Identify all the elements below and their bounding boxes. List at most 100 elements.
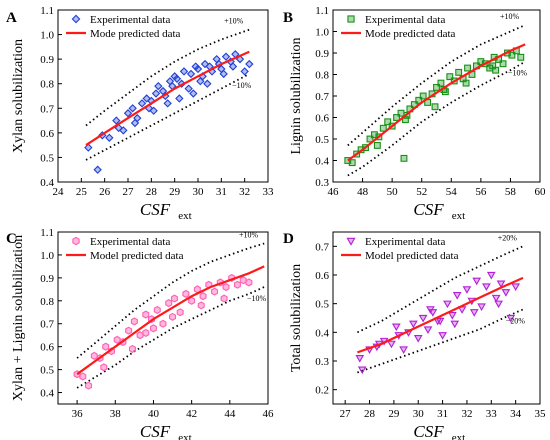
upper-bound-line: [347, 24, 526, 147]
data-point: [102, 342, 110, 351]
data-point: [113, 335, 121, 344]
y-tick-label: 0.9: [315, 48, 329, 60]
y-tick-label: 0.9: [40, 273, 54, 285]
data-point: [435, 317, 445, 326]
x-tick-label: 50: [387, 186, 399, 198]
data-point: [499, 60, 507, 68]
model-fit-line: [357, 276, 524, 354]
data-point: [128, 104, 137, 113]
panel-a: A 24 25 26 27 28 29 30 31 32 33 0.4 0.5 0.6 0.7 0.8 0.9 1…: [6, 5, 274, 222]
x-tick-label: 29: [169, 186, 181, 198]
data-point: [413, 334, 423, 343]
experimental-points: [84, 50, 254, 174]
x-axis-label: CSF: [413, 422, 444, 440]
data-point: [489, 62, 497, 70]
plot-frame: [332, 231, 541, 405]
data-point: [399, 346, 408, 355]
data-point: [464, 64, 471, 72]
upper-bound-line: [85, 28, 250, 127]
x-tick-label: 32: [461, 408, 472, 420]
y-tick-label: 0.8: [315, 70, 329, 82]
plot-frame: [57, 9, 269, 183]
y-tick-label: 1.1: [40, 227, 54, 239]
data-point: [193, 64, 203, 74]
data-point: [175, 94, 184, 103]
y-tick-label: 0.5: [40, 365, 54, 377]
lower-bound-label: −10%: [247, 294, 267, 303]
x-tick-label: 30: [413, 408, 425, 420]
y-tick-label: 0.6: [40, 128, 54, 140]
y-tick-label: 0.7: [315, 241, 329, 253]
y-tick-label: 0.5: [315, 299, 329, 311]
y-tick-label: 0.6: [315, 113, 329, 125]
x-tick-label: 33: [263, 186, 275, 198]
x-tick-label: 54: [446, 186, 458, 198]
y-axis-label: Xylan solubilization: [11, 39, 26, 153]
plot-frame: [57, 231, 269, 405]
data-point: [165, 299, 173, 308]
data-point: [441, 88, 449, 96]
y-tick-label: 0.7: [40, 103, 54, 115]
data-point: [154, 81, 163, 91]
data-point: [130, 118, 140, 128]
experimental-points: [73, 273, 253, 390]
data-point: [348, 159, 356, 167]
data-point: [452, 291, 462, 300]
y-tick-label: 0.6: [315, 270, 329, 282]
data-point: [373, 142, 381, 149]
y-tick-label: 1.1: [315, 5, 329, 17]
data-point: [184, 84, 193, 93]
data-point: [222, 283, 230, 292]
data-point: [477, 58, 485, 66]
data-point: [153, 305, 161, 315]
x-tick-label: 38: [110, 408, 122, 420]
data-point: [179, 67, 189, 76]
x-tick-label: 28: [146, 186, 158, 198]
data-point: [393, 114, 401, 121]
panel-letter: C: [6, 231, 17, 247]
lower-bound-line: [76, 286, 265, 389]
x-tick-label: 25: [76, 186, 88, 198]
data-point: [172, 74, 182, 83]
data-point: [397, 109, 405, 117]
data-point: [170, 294, 178, 303]
x-tick-label: 44: [224, 408, 236, 420]
data-point: [496, 280, 506, 289]
data-point: [344, 157, 352, 164]
data-point: [447, 312, 457, 320]
data-point: [219, 69, 228, 79]
x-tick-label: 36: [72, 408, 84, 420]
data-point: [419, 92, 427, 100]
data-point: [182, 289, 190, 298]
data-point: [221, 52, 231, 61]
x-tick-label: 24: [53, 186, 65, 198]
data-point: [240, 67, 249, 76]
upper-bound-label: +10%: [500, 12, 520, 21]
y-axis-label: Lignin solubilization: [289, 37, 304, 154]
legend: Experimental data Mode predicted data: [66, 14, 181, 40]
data-point: [169, 312, 177, 321]
y-tick-label: 0.7: [40, 319, 54, 331]
data-point: [163, 99, 172, 108]
x-axis-label-subscript: ext: [178, 210, 191, 222]
x-tick-label: 32: [239, 186, 250, 198]
legend-marker-experimental: [72, 236, 80, 246]
data-point: [370, 131, 378, 139]
data-point: [149, 106, 158, 115]
data-point: [84, 143, 93, 152]
y-tick-label: 1.1: [40, 5, 54, 17]
y-tick-label: 0.3: [315, 356, 329, 368]
y-tick-label: 1.0: [315, 27, 329, 39]
x-tick-label: 29: [388, 408, 400, 420]
data-point: [159, 319, 167, 328]
x-axis-label: CSF: [140, 200, 171, 219]
data-point: [433, 83, 440, 91]
y-tick-label: 0.4: [40, 388, 54, 400]
panel-c: C 36 38 40 42 44 46 0.4 0.5 0.6 0.7 0.8 0.9 1.0 1.1 Xyl…: [6, 227, 274, 440]
lower-bound-label: −10%: [232, 81, 252, 90]
x-tick-label: 27: [123, 186, 135, 198]
lower-bound-line: [85, 73, 250, 161]
y-tick-label: 0.6: [40, 342, 54, 354]
data-point: [357, 366, 367, 375]
